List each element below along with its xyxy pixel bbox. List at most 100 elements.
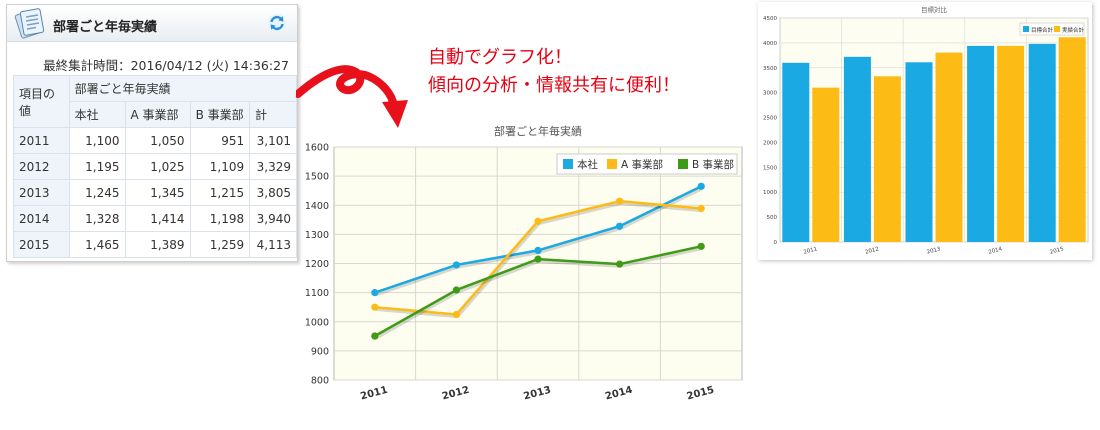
table-cell: 1,328 (68, 205, 126, 232)
data-point (697, 204, 705, 213)
table-cell: 1,050 (124, 127, 191, 154)
legend-swatch (563, 159, 573, 169)
y-tick-label: 3500 (763, 66, 777, 72)
table-cell: 1,465 (68, 231, 126, 258)
data-point (452, 286, 460, 294)
x-tick-label: 2012 (441, 385, 471, 403)
legend-swatch (678, 159, 688, 169)
y-tick-label: 0 (774, 240, 778, 246)
y-tick-label: 2000 (763, 140, 777, 146)
x-tick-label: 2013 (522, 385, 552, 403)
bar (967, 45, 995, 243)
legend-box (556, 153, 738, 175)
bar (1028, 43, 1056, 242)
data-point (534, 255, 542, 263)
table-cell: 1,025 (124, 153, 191, 180)
table-row: 2015 1,465 1,389 1,259 4,113 (13, 231, 297, 258)
y-tick-label: 4500 (763, 16, 777, 22)
data-point (616, 197, 624, 205)
table-cell: 1,195 (68, 153, 126, 180)
table-cell: 1,259 (189, 231, 251, 258)
refresh-icon[interactable] (267, 13, 287, 37)
annotation-text: 自動でグラフ化！ 傾向の分析・情報共有に便利！ (428, 44, 680, 100)
legend-swatch (1023, 26, 1029, 32)
y-tick-label: 900 (311, 346, 329, 357)
bar (905, 62, 933, 243)
data-point (616, 260, 624, 268)
legend-label: 本社 (577, 158, 598, 171)
x-tick-label: 2011 (803, 246, 818, 255)
y-tick-label: 1000 (305, 317, 329, 328)
y-tick-label: 4000 (763, 41, 777, 47)
bar (843, 56, 871, 243)
timestamp-label: 最終集計時間： (43, 58, 131, 73)
table-cell: 3,101 (249, 127, 297, 154)
line-chart-panel: 部署ごと年毎実績 800 900 1000 1100 1200 1300 1400 1500 16… (296, 118, 748, 418)
table-cell: 1,100 (68, 127, 126, 154)
table-cell: 3,805 (249, 179, 297, 206)
legend-label: 目標合計 (1031, 26, 1054, 34)
data-point (371, 332, 379, 340)
data-point (371, 303, 379, 311)
bar (812, 87, 840, 242)
y-tick-label: 500 (767, 215, 778, 221)
data-point (534, 246, 542, 254)
corner-header: 項目の値 (13, 75, 70, 128)
data-point (616, 222, 624, 230)
bar-chart-panel: 目標対比 0 500 1000 1500 2000 2500 3000 3500 4000 4500… (758, 2, 1092, 260)
table-cell: 1,109 (189, 153, 251, 180)
document-icon (11, 7, 47, 43)
table-cell: 1,414 (124, 205, 191, 232)
legend-swatch (1054, 26, 1060, 32)
y-tick-label: 800 (311, 376, 329, 387)
legend-swatch (607, 159, 617, 169)
y-tick-label: 1500 (763, 165, 777, 171)
x-tick-label: 2014 (988, 246, 1004, 256)
table-cell: 951 (189, 127, 251, 154)
data-point (371, 289, 379, 297)
y-tick-label: 3000 (763, 91, 777, 97)
x-tick-label: 2015 (686, 385, 716, 403)
chart-legend: 目標合計 実績合計 (1019, 22, 1085, 36)
table-cell: 3,329 (249, 153, 297, 180)
y-tick-label: 2500 (763, 116, 777, 122)
last-aggregation-time: 最終集計時間：2016/04/12 (火) 14:36:27 (43, 55, 289, 74)
table-row: 2013 1,245 1,345 1,215 3,805 (13, 179, 297, 206)
widget-title: 部署ごと年毎実績 (53, 20, 158, 35)
table-cell: 1,198 (189, 205, 251, 232)
curved-arrow-icon (296, 65, 408, 128)
legend-label: B 事業部 (692, 158, 734, 171)
legend-label: 実績合計 (1062, 26, 1085, 34)
data-point (452, 261, 460, 269)
y-tick-label: 1600 (305, 143, 329, 154)
column-header: B 事業部 (189, 101, 251, 128)
chart-title: 部署ごと年毎実績 (494, 124, 582, 138)
timestamp-value: 2016/04/12 (火) 14:36:27 (130, 58, 289, 73)
data-point (452, 310, 460, 319)
legend-box (1019, 22, 1085, 36)
summary-widget: 部署ごと年毎実績 最終集計時間：2016/04/12 (火) 14:36:27 … (6, 4, 298, 262)
legend-label: A 事業部 (621, 158, 663, 171)
bar (997, 45, 1025, 243)
annotation-line-2: 傾向の分析・情報共有に便利！ (428, 75, 680, 96)
row-year: 2011 (13, 127, 70, 154)
data-point (697, 242, 705, 250)
table-row: 2012 1,195 1,025 1,109 3,329 (13, 153, 297, 180)
table-cell: 1,245 (68, 179, 126, 206)
bar (873, 76, 901, 242)
table-cell: 1,345 (124, 179, 191, 206)
data-point (697, 182, 705, 190)
x-tick-label: 2014 (604, 385, 634, 403)
group-header: 部署ごと年毎実績 (68, 75, 298, 102)
table-cell: 1,389 (124, 231, 191, 258)
y-tick-label: 1100 (305, 288, 329, 299)
data-point (534, 217, 542, 225)
column-header: 本社 (68, 101, 126, 128)
y-tick-label: 1400 (305, 201, 329, 212)
bar (1058, 37, 1086, 242)
row-year: 2013 (13, 179, 70, 206)
bar (935, 52, 963, 243)
y-tick-label: 1200 (305, 259, 329, 270)
row-year: 2014 (13, 205, 70, 232)
y-tick-label: 1300 (305, 230, 329, 241)
